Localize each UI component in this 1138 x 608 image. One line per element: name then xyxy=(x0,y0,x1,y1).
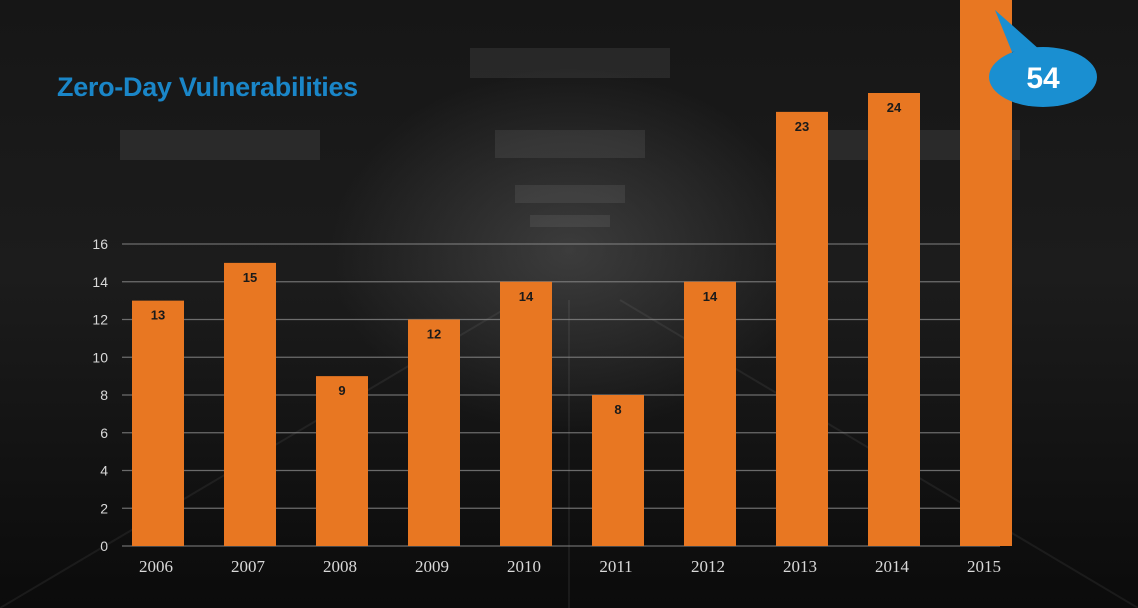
bar-2013 xyxy=(776,111,828,546)
data-label-2007: 15 xyxy=(243,270,257,285)
data-label-2012: 14 xyxy=(703,289,718,304)
bar-2012 xyxy=(684,281,736,546)
data-label-2006: 13 xyxy=(151,308,165,323)
data-label-2011: 8 xyxy=(614,402,621,417)
y-tick-label: 14 xyxy=(92,274,108,290)
callout-ellipse xyxy=(989,47,1097,107)
x-tick-label: 2014 xyxy=(875,557,910,576)
y-tick-label: 8 xyxy=(100,387,108,403)
bar-2014 xyxy=(868,93,920,546)
x-tick-label: 2013 xyxy=(783,557,817,576)
data-label-2013: 23 xyxy=(795,119,809,134)
bar-2007 xyxy=(224,262,276,546)
bar-2009 xyxy=(408,319,460,546)
x-tick-label: 2007 xyxy=(231,557,266,576)
bar-2010 xyxy=(500,281,552,546)
data-label-2010: 14 xyxy=(519,289,534,304)
callout-label: 54 xyxy=(1026,62,1060,95)
data-label-2009: 12 xyxy=(427,327,441,342)
y-tick-label: 12 xyxy=(92,312,108,328)
x-tick-label: 2015 xyxy=(967,557,1001,576)
data-label-2008: 9 xyxy=(338,383,345,398)
x-tick-label: 2008 xyxy=(323,557,357,576)
x-tick-label: 2010 xyxy=(507,557,541,576)
y-tick-label: 6 xyxy=(100,425,108,441)
x-tick-label: 2012 xyxy=(691,557,725,576)
x-tick-label: 2009 xyxy=(415,557,449,576)
chart-title: Zero-Day Vulnerabilities xyxy=(57,72,358,102)
y-tick-label: 4 xyxy=(100,463,108,479)
y-tick-label: 16 xyxy=(92,236,108,252)
y-tick-label: 10 xyxy=(92,349,108,365)
y-tick-label: 0 xyxy=(100,538,108,554)
callout-pointer xyxy=(995,10,1040,52)
bar-2011 xyxy=(592,395,644,546)
x-tick-label: 2011 xyxy=(599,557,632,576)
x-tick-label: 2006 xyxy=(139,557,173,576)
data-label-2014: 24 xyxy=(887,100,902,115)
bar-2008 xyxy=(316,376,368,546)
y-tick-label: 2 xyxy=(100,500,108,516)
bar-2006 xyxy=(132,300,184,546)
